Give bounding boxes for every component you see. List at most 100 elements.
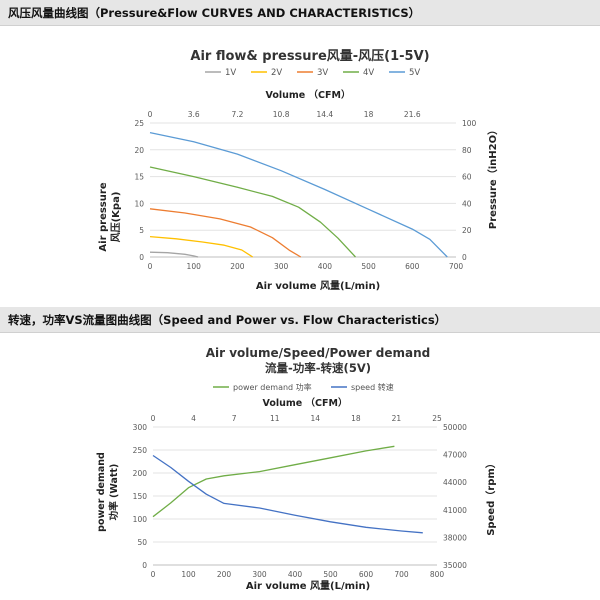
x2-tick-label: 25: [432, 414, 442, 423]
left-axis-ticks: 0 50 100 150 200 250 300: [133, 423, 148, 570]
y-tick-label: 0: [139, 253, 144, 262]
x-tick-label: 100: [187, 262, 202, 271]
series-line-3: [149, 166, 356, 258]
legend: 1V 2V 3V 4V 5V: [205, 68, 420, 78]
legend-label-0: 1V: [225, 68, 236, 78]
series-line-4: [149, 131, 448, 258]
y2-tick-label: 100: [462, 119, 477, 128]
x-tick-label: 400: [318, 262, 333, 271]
y-tick-label: 25: [134, 119, 144, 128]
left-axis-title-line2: 功率 (Watt): [108, 464, 120, 521]
x-tick-label: 300: [252, 570, 267, 579]
top-axis-title: Volume （CFM）: [263, 397, 348, 409]
y-tick-label: 250: [133, 446, 148, 455]
x2-tick-label: 4: [191, 414, 196, 423]
x-tick-label: 700: [394, 570, 409, 579]
gridlines: [150, 122, 456, 258]
y2-tick-label: 40: [462, 199, 472, 208]
y2-tick-label: 41000: [443, 506, 467, 515]
x2-tick-label: 7.2: [231, 110, 243, 119]
legend-label-4: 5V: [409, 68, 420, 78]
x-tick-label: 500: [361, 262, 376, 271]
y2-tick-label: 38000: [443, 533, 467, 542]
left-axis-title-line1: Air pressure: [98, 182, 109, 251]
y-tick-label: 20: [134, 146, 144, 155]
series-line-0: [152, 445, 395, 518]
legend-label-2: 3V: [317, 68, 328, 78]
y2-tick-label: 0: [462, 253, 467, 262]
right-axis-ticks: 0 20 40 60 80 100: [462, 119, 477, 262]
x2-tick-label: 14.4: [317, 110, 334, 119]
chart-title: Air volume/Speed/Power demand: [206, 346, 431, 360]
chart-title: Air flow& pressure风量-风压(1-5V): [190, 49, 429, 64]
x2-tick-label: 21.6: [404, 110, 421, 119]
left-axis-title-line2: 风压(Kpa): [110, 192, 122, 243]
x-tick-label: 800: [430, 570, 445, 579]
y-tick-label: 15: [134, 173, 144, 182]
y-tick-label: 50: [137, 538, 147, 547]
series-line-0: [149, 251, 199, 258]
y2-tick-label: 60: [462, 173, 472, 182]
x2-tick-label: 18: [364, 110, 374, 119]
legend-label-0: power demand 功率: [233, 382, 312, 392]
y-tick-label: 300: [133, 423, 148, 432]
x2-tick-label: 18: [351, 414, 361, 423]
bottom-axis-title: Air volume 风量(L/min): [246, 579, 370, 592]
series-lines: [152, 445, 423, 534]
bottom-axis-ticks: 0 100 200 300 400 500 600 700 800: [151, 570, 445, 579]
y-tick-label: 150: [133, 492, 148, 501]
legend-label-3: 4V: [363, 68, 374, 78]
right-axis-title: Pressure（inH2O）: [486, 125, 499, 229]
x-tick-label: 500: [323, 570, 338, 579]
y2-tick-label: 50000: [443, 423, 467, 432]
top-axis-ticks: 0 3.6 7.2 10.8 14.4 18 21.6: [148, 110, 421, 119]
y2-tick-label: 44000: [443, 478, 467, 487]
x-tick-label: 0: [148, 262, 153, 271]
legend-label-1: speed 转速: [351, 382, 394, 392]
y-tick-label: 10: [134, 199, 144, 208]
y2-tick-label: 35000: [443, 561, 467, 570]
x-tick-label: 200: [217, 570, 232, 579]
y-tick-label: 200: [133, 469, 148, 478]
x-tick-label: 100: [181, 570, 196, 579]
y-tick-label: 100: [133, 515, 148, 524]
pressure-flow-chart: Air flow& pressure风量-风压(1-5V) 1V 2V 3V 4V 5V…: [98, 49, 499, 292]
speed-power-chart: Air volume/Speed/Power demand 流量-功率-转速(5…: [96, 346, 497, 592]
left-axis-ticks: 0 5 10 15 20 25: [134, 119, 144, 262]
x-tick-label: 200: [230, 262, 245, 271]
x2-tick-label: 21: [392, 414, 402, 423]
x-tick-label: 300: [274, 262, 289, 271]
x2-tick-label: 0: [148, 110, 153, 119]
x-tick-label: 700: [449, 262, 464, 271]
section-header-pressure-flow: 风压风量曲线图（Pressure&Flow CURVES AND CHARACT…: [0, 0, 600, 26]
x2-tick-label: 11: [270, 414, 280, 423]
gridlines: [153, 426, 437, 566]
y-tick-label: 0: [142, 561, 147, 570]
top-axis-title: Volume （CFM）: [266, 89, 351, 101]
bottom-axis-title: Air volume 风量(L/min): [256, 279, 380, 292]
y-tick-label: 5: [139, 226, 144, 235]
x2-tick-label: 14: [311, 414, 321, 423]
y2-tick-label: 47000: [443, 451, 467, 460]
y2-tick-label: 20: [462, 226, 472, 235]
x2-tick-label: 7: [232, 414, 237, 423]
x2-tick-label: 0: [151, 414, 156, 423]
x2-tick-label: 3.6: [188, 110, 200, 119]
x2-tick-label: 10.8: [273, 110, 290, 119]
x-tick-label: 600: [405, 262, 420, 271]
x-tick-label: 400: [288, 570, 303, 579]
y2-tick-label: 80: [462, 146, 472, 155]
left-axis-title-line1: power demand: [96, 452, 107, 532]
legend-label-1: 2V: [271, 68, 282, 78]
series-line-1: [149, 235, 254, 258]
bottom-axis-ticks: 0 100 200 300 400 500 600 700: [148, 262, 464, 271]
x-tick-label: 0: [151, 570, 156, 579]
series-line-2: [149, 208, 302, 258]
series-lines: [149, 131, 448, 258]
right-axis-ticks: 35000 38000 41000 44000 47000 50000: [443, 423, 467, 570]
right-axis-title: Speed（rpm）: [484, 458, 497, 536]
legend: power demand 功率 speed 转速: [213, 382, 394, 392]
section-header-speed-power: 转速，功率VS流量图曲线图（Speed and Power vs. Flow C…: [0, 307, 600, 333]
top-axis-ticks: 0 4 7 11 14 18 21 25: [151, 414, 442, 423]
x-tick-label: 600: [359, 570, 374, 579]
